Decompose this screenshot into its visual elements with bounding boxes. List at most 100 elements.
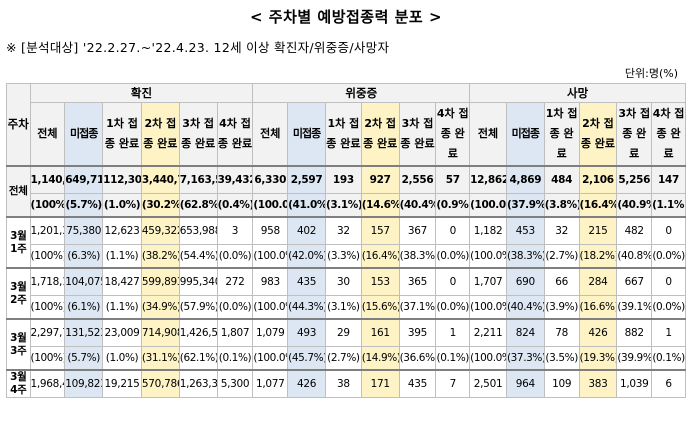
table-cell-value: 78 [543, 318, 580, 347]
table-cell-percent: (0.1%) [216, 346, 254, 371]
row-label: 3월 2주 [6, 267, 31, 320]
table-cell-value: 19,215 [102, 369, 142, 398]
table-cell-percent: (57.9%) [178, 295, 218, 320]
table-cell-percent: (100.0%) [469, 244, 507, 269]
table-cell-percent: (16.6%) [578, 295, 618, 320]
table-cell-value: 38 [324, 369, 362, 398]
table-cell-percent: (1.1%) [102, 244, 142, 269]
table-cell-percent: (100.0%) [469, 193, 507, 218]
table-cell-percent: (2.7%) [543, 244, 580, 269]
table-cell-percent: (42.0%) [287, 244, 326, 269]
table-cell-value: 23,009 [102, 318, 142, 347]
table-cell-percent: (0.1%) [435, 346, 471, 371]
table-cell-percent: (0.0%) [435, 295, 471, 320]
table-cell-value: 215 [578, 216, 618, 245]
table-cell-percent: (41.0%) [287, 193, 326, 218]
table-cell-percent: (0.9%) [435, 193, 471, 218]
table-cell-percent: (44.3%) [287, 295, 326, 320]
table-cell-value: 66 [543, 267, 580, 296]
table-cell-value: 1,718,107 [29, 267, 66, 296]
group-header-confirmed: 확진 [29, 83, 254, 103]
table-cell-value: 599,893 [140, 267, 180, 296]
table-cell-value: 1,968,492 [29, 369, 66, 398]
table-cell-percent: (14.6%) [360, 193, 400, 218]
table-cell-value: 57 [435, 165, 471, 194]
table-cell-percent: (31.1%) [140, 346, 180, 371]
table-cell-value: 983 [252, 267, 289, 296]
table-cell-percent: (1.1%) [651, 193, 686, 218]
table-cell-percent: (100.0%) [252, 193, 289, 218]
table-cell-percent: (37.1%) [398, 295, 437, 320]
table-cell-value: 272 [216, 267, 254, 296]
table-cell-percent: (0.4%) [216, 193, 254, 218]
table-cell-percent: (6.3%) [64, 244, 104, 269]
table-cell-value: 2,297,791 [29, 318, 66, 347]
table-cell-value: 2,106 [578, 165, 618, 194]
table-cell-value: 435 [287, 267, 326, 296]
table-cell-percent: (62.8%) [178, 193, 218, 218]
table-cell-percent: (19.3%) [578, 346, 618, 371]
table-cell-value: 927 [360, 165, 400, 194]
table-cell-percent: (100.0%) [252, 346, 289, 371]
table-cell-percent: (40.4%) [398, 193, 437, 218]
table-cell-percent: (40.4%) [505, 295, 545, 320]
table-cell-value: 5,256 [616, 165, 653, 194]
table-cell-value: 1,201,316 [29, 216, 66, 245]
table-cell-percent: (0.0%) [651, 244, 686, 269]
unit-label: 단위:명(%) [624, 67, 678, 80]
table-cell-value: 193 [324, 165, 362, 194]
table-cell-value: 5,300 [216, 369, 254, 398]
table-cell-percent: (40.8%) [616, 244, 653, 269]
table-cell-value: 2,211 [469, 318, 507, 347]
column-header: 미접종 [287, 102, 326, 167]
table-cell-value: 958 [252, 216, 289, 245]
table-cell-percent: (3.1%) [324, 193, 362, 218]
table-cell-value: 32 [543, 216, 580, 245]
table-cell-percent: (40.9%) [616, 193, 653, 218]
table-cell-value: 6 [651, 369, 686, 398]
table-cell-value: 402 [287, 216, 326, 245]
page-title: < 주차별 예방접종력 분포 > [249, 8, 443, 26]
table-cell-value: 7 [435, 369, 471, 398]
table-cell-value: 161 [360, 318, 400, 347]
column-header: 3차 접종 완료 [398, 102, 437, 167]
table-cell-percent: (62.1%) [178, 346, 218, 371]
table-cell-percent: (100.0%) [252, 244, 289, 269]
table-cell-percent: (36.6%) [398, 346, 437, 371]
table-cell-percent: (34.9%) [140, 295, 180, 320]
table-cell-value: 3,440,755 [140, 165, 180, 194]
column-header: 전체 [252, 102, 289, 167]
table-cell-value: 367 [398, 216, 437, 245]
table-cell-value: 570,786 [140, 369, 180, 398]
table-cell-value: 29 [324, 318, 362, 347]
column-header: 전체 [29, 102, 66, 167]
table-cell-percent: (16.4%) [360, 244, 400, 269]
column-header: 1차 접종 완료 [102, 102, 142, 167]
table-cell-percent: (18.2%) [578, 244, 618, 269]
table-cell-value: 649,715 [64, 165, 104, 194]
table-cell-value: 112,300 [102, 165, 142, 194]
table-cell-percent: (1.0%) [102, 193, 142, 218]
table-cell-percent: (1.1%) [102, 295, 142, 320]
table-cell-value: 459,322 [140, 216, 180, 245]
row-label: 3월 3주 [6, 318, 31, 371]
analysis-subtitle: ※ [분석대상] '22.2.27.~'22.4.23. 12세 이상 확진자/… [6, 40, 390, 55]
table-cell-percent: (38.2%) [140, 244, 180, 269]
table-cell-value: 1 [435, 318, 471, 347]
table-cell-percent: (3.5%) [543, 346, 580, 371]
table-cell-value: 1,426,544 [178, 318, 218, 347]
column-header: 2차 접종 완료 [140, 102, 180, 167]
table-cell-value: 1,263,368 [178, 369, 218, 398]
table-cell-value: 157 [360, 216, 400, 245]
table-cell-percent: (1.0%) [102, 346, 142, 371]
table-cell-value: 667 [616, 267, 653, 296]
table-cell-value: 1,079 [252, 318, 289, 347]
table-cell-value: 690 [505, 267, 545, 296]
table-cell-percent: (54.4%) [178, 244, 218, 269]
table-cell-percent: (5.7%) [64, 346, 104, 371]
table-cell-value: 1 [651, 318, 686, 347]
table-cell-value: 824 [505, 318, 545, 347]
table-cell-value: 147 [651, 165, 686, 194]
table-cell-percent: (6.1%) [64, 295, 104, 320]
table-cell-value: 39,432 [216, 165, 254, 194]
